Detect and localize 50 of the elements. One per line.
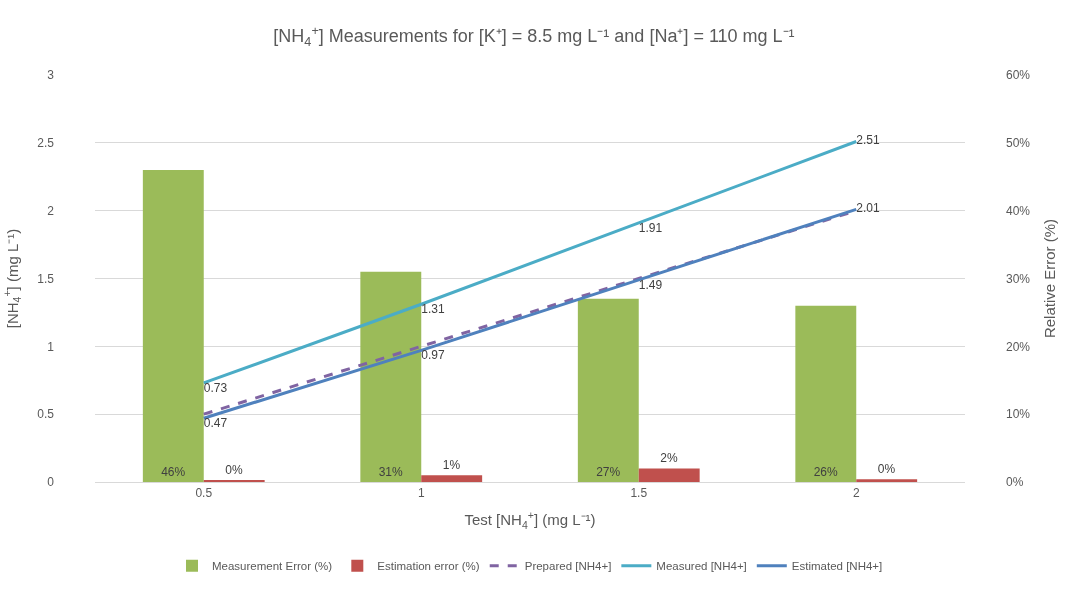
y2-tick-label: 0% (1006, 475, 1024, 490)
data-label: 1.31 (421, 302, 445, 317)
data-label: 0.97 (421, 348, 445, 363)
y-tick-label: 1 (47, 339, 55, 354)
data-label: 2% (660, 451, 679, 466)
bar (360, 271, 422, 482)
y-tick-label: 0.5 (37, 407, 55, 422)
legend-label: Measured [NH4+] (656, 560, 747, 573)
x-tick-label: 1.5 (630, 486, 648, 501)
y-tick-label: 1.5 (37, 271, 55, 286)
x-axis-title: Test [NH$_{4}$$^{+}$] (mg L⁻¹) (464, 509, 596, 531)
bar (795, 305, 857, 482)
data-label: 26% (813, 465, 838, 479)
y2-tick-label: 10% (1006, 407, 1031, 422)
data-label: 2.01 (856, 201, 880, 216)
bar (421, 475, 483, 482)
data-label: 0% (877, 462, 896, 477)
bar (856, 479, 918, 482)
y2-axis-title: Relative Error (%) (1041, 218, 1059, 339)
data-label: 31% (378, 465, 403, 479)
y-tick-label: 2 (47, 203, 55, 218)
x-tick-label: 1 (417, 486, 425, 501)
bar (142, 169, 204, 482)
x-tick-label: 0.5 (195, 486, 213, 501)
legend-label: Prepared [NH4+] (524, 560, 612, 573)
y2-tick-label: 20% (1006, 339, 1031, 354)
legend-label: Estimated [NH4+] (791, 560, 883, 573)
y-tick-label: 2.5 (37, 136, 55, 151)
line-series (202, 139, 858, 385)
legend-label: Measurement Error (%) (212, 560, 333, 573)
y2-tick-label: 60% (1006, 68, 1031, 83)
data-label: 1% (442, 458, 461, 473)
y2-tick-label: 50% (1006, 136, 1031, 151)
bar (638, 468, 700, 482)
data-label: 0.47 (203, 416, 228, 431)
legend-label: Estimation error (%) (377, 560, 480, 573)
y-tick-label: 3 (47, 68, 55, 83)
data-label: 27% (596, 465, 621, 479)
data-label: 1.91 (638, 220, 663, 235)
chart-title: [NH$_{4}$$^{+}$] Measurements for [K⁺] = 8.5 mg L⁻¹ and [Na⁺] = 110 mg L⁻¹ (273, 23, 795, 49)
data-label: 0% (225, 463, 244, 477)
x-tick-label: 2 (852, 486, 860, 501)
data-label: 46% (161, 465, 186, 479)
y2-tick-label: 40% (1006, 203, 1031, 218)
data-label: 2.51 (856, 133, 880, 148)
data-label: 1.49 (638, 277, 663, 292)
y2-tick-label: 30% (1006, 271, 1031, 286)
y-tick-label: 0 (47, 475, 55, 490)
data-label: 0.73 (203, 380, 228, 395)
bar (577, 298, 639, 482)
